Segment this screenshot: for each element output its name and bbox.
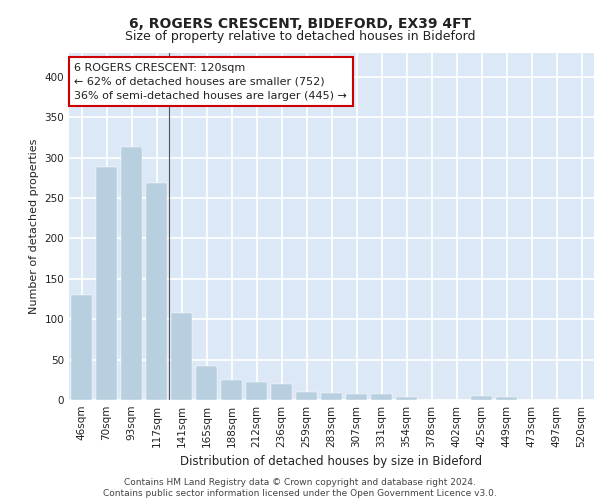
Text: Size of property relative to detached houses in Bideford: Size of property relative to detached ho… — [125, 30, 475, 43]
Bar — [96, 168, 117, 400]
Bar — [471, 396, 492, 400]
Bar — [496, 397, 517, 400]
Bar — [171, 312, 192, 400]
Text: Contains HM Land Registry data © Crown copyright and database right 2024.
Contai: Contains HM Land Registry data © Crown c… — [103, 478, 497, 498]
Bar — [346, 394, 367, 400]
Text: 6, ROGERS CRESCENT, BIDEFORD, EX39 4FT: 6, ROGERS CRESCENT, BIDEFORD, EX39 4FT — [129, 18, 471, 32]
Bar — [371, 394, 392, 400]
Y-axis label: Number of detached properties: Number of detached properties — [29, 138, 39, 314]
Bar — [396, 397, 417, 400]
Bar — [296, 392, 317, 400]
Bar — [121, 147, 142, 400]
Bar — [221, 380, 242, 400]
Bar — [196, 366, 217, 400]
Bar — [146, 184, 167, 400]
Text: 6 ROGERS CRESCENT: 120sqm
← 62% of detached houses are smaller (752)
36% of semi: 6 ROGERS CRESCENT: 120sqm ← 62% of detac… — [74, 63, 347, 101]
Bar — [321, 392, 342, 400]
Bar — [246, 382, 267, 400]
Bar — [71, 295, 92, 400]
X-axis label: Distribution of detached houses by size in Bideford: Distribution of detached houses by size … — [181, 456, 482, 468]
Bar — [271, 384, 292, 400]
